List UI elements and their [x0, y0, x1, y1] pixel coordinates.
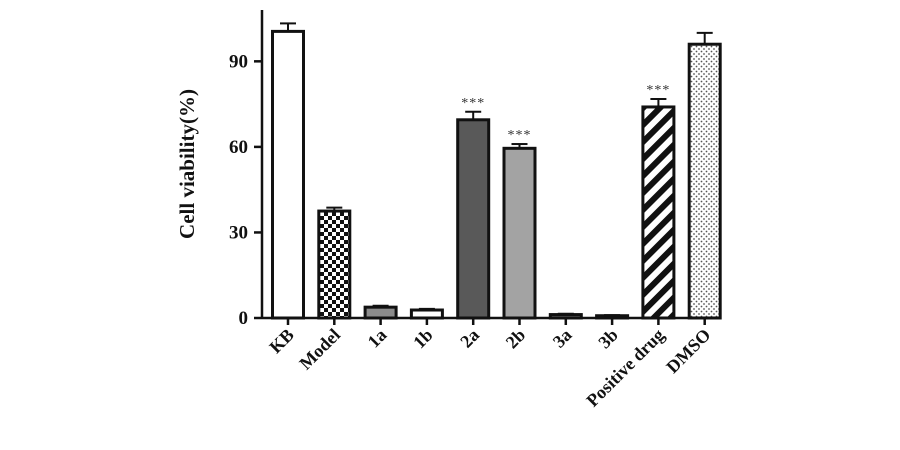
bar — [502, 146, 537, 320]
x-tick-label: 1a — [364, 325, 391, 352]
bar — [363, 305, 398, 320]
bar — [548, 313, 583, 320]
y-axis-title: Cell viability(%) — [175, 89, 199, 239]
y-tick-label: 90 — [229, 51, 248, 72]
x-tick-label: Model — [295, 325, 344, 374]
y-tick-label: 60 — [229, 137, 248, 158]
x-tick-label: 3a — [549, 325, 576, 352]
x-tick-label: 2b — [502, 325, 530, 353]
bar — [641, 105, 676, 320]
significance-label: *** — [461, 96, 485, 111]
bar — [687, 42, 722, 320]
significance-label: *** — [646, 83, 670, 98]
bar — [317, 209, 352, 320]
y-tick-label: 0 — [239, 308, 249, 329]
x-tick-label: 2a — [456, 325, 483, 352]
x-tick-label: 1b — [409, 325, 437, 353]
x-tick-label: KB — [265, 325, 298, 358]
y-tick-label: 30 — [229, 222, 248, 243]
x-tick-label: DMSO — [662, 325, 714, 377]
significance-label: *** — [508, 128, 532, 143]
bar — [456, 118, 491, 320]
bar — [271, 29, 305, 320]
bar — [409, 308, 444, 320]
x-tick-label: 3b — [594, 325, 622, 353]
